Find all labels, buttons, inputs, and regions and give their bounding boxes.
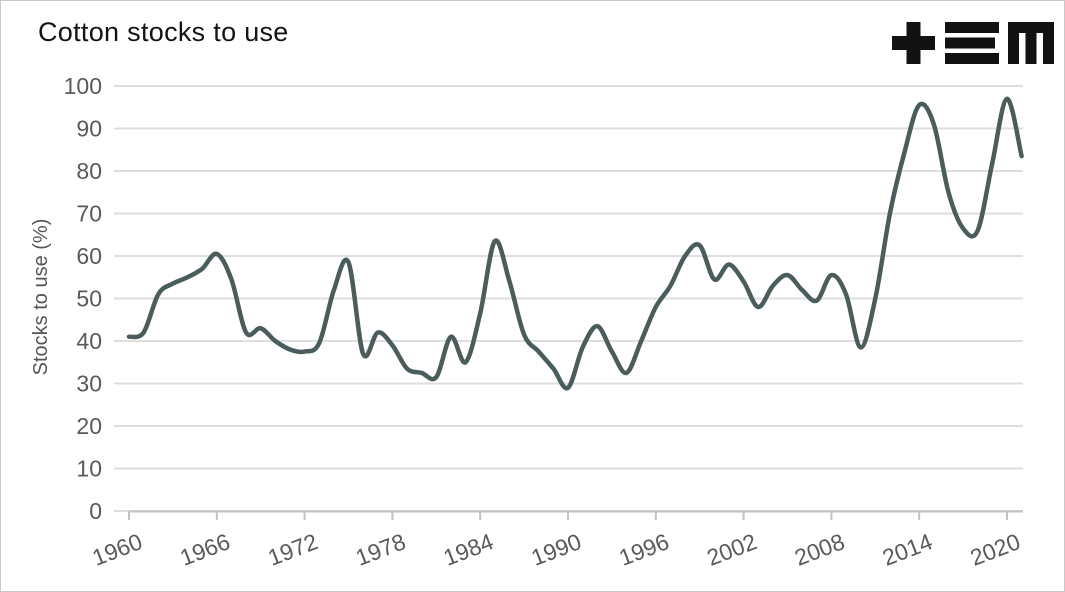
x-axis <box>128 510 1023 520</box>
x-tick-label: 1990 <box>528 528 585 571</box>
y-tick-label: 70 <box>76 201 102 227</box>
y-tick-label: 80 <box>76 158 102 184</box>
y-tick-labels: 0 10 20 30 40 50 60 70 80 90 100 <box>64 73 102 524</box>
x-tick-label: 1996 <box>615 528 672 571</box>
y-tick-label: 100 <box>64 73 102 99</box>
x-tick-label: 1972 <box>264 528 321 571</box>
data-line <box>126 96 1024 391</box>
x-tick-label: 1966 <box>176 528 233 571</box>
x-tick-label: 1960 <box>89 528 146 571</box>
y-tick-label: 40 <box>76 328 102 354</box>
y-tick-label: 50 <box>76 286 102 312</box>
y-axis-title: Stocks to use (%) <box>30 219 52 376</box>
x-tick-labels: 1960 1966 1972 1978 1984 1990 1996 2002 2008 2014… <box>89 528 1024 571</box>
x-tick-label: 1978 <box>352 528 409 571</box>
plus-icon <box>892 22 935 64</box>
y-tick-label: 0 <box>89 498 102 524</box>
x-tick-label: 2020 <box>967 528 1024 571</box>
y-tick-label: 30 <box>76 371 102 397</box>
m-glyph-icon <box>1008 22 1054 64</box>
x-tick-label: 2014 <box>879 528 936 571</box>
y-tick-label: 10 <box>76 456 102 482</box>
x-tick-label: 1984 <box>440 528 497 571</box>
y-tick-label: 60 <box>76 243 102 269</box>
y-tick-label: 20 <box>76 413 102 439</box>
triple-bars-icon <box>945 22 999 64</box>
x-tick-label: 2008 <box>791 528 848 571</box>
y-tick-label: 90 <box>76 116 102 142</box>
gridlines <box>114 85 1023 512</box>
x-tick-label: 2002 <box>703 528 760 571</box>
chart-title: Cotton stocks to use <box>38 17 289 47</box>
brand-logo <box>892 22 1054 64</box>
